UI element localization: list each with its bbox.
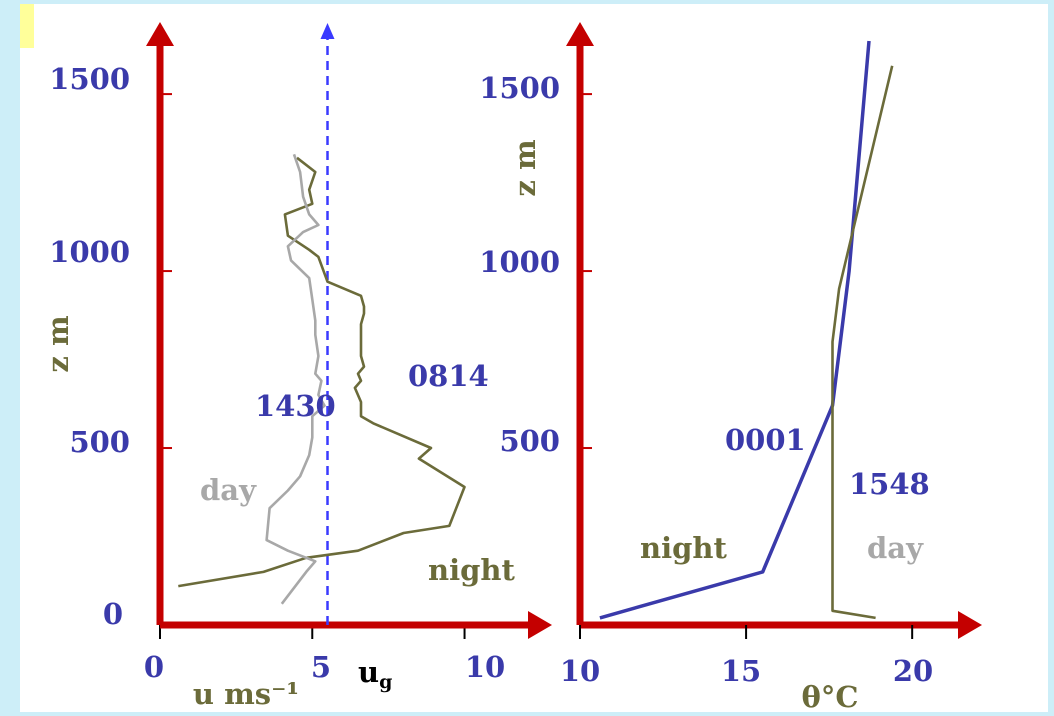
ug-label: ug xyxy=(358,655,392,693)
left-ytick-1000: 1000 xyxy=(49,235,130,269)
left-ytick-1500: 1500 xyxy=(49,62,130,96)
left-xtick-10: 10 xyxy=(465,650,505,684)
series-line-0814 xyxy=(178,156,466,588)
right-day-series-label: 1548 xyxy=(849,467,930,501)
left-ytick-500: 500 xyxy=(69,425,130,459)
series-line-1548 xyxy=(831,65,894,620)
series-line-1430 xyxy=(265,153,326,605)
right-ytick-1500: 1500 xyxy=(479,71,560,105)
figure-panel: 1500 1000 500 0 0 5 10 z m u ms⁻¹ ug 081… xyxy=(20,4,1048,712)
left-night-word: night xyxy=(428,553,515,587)
left-xlabel: u ms⁻¹ xyxy=(193,677,299,711)
left-x-axis-arrow xyxy=(528,611,552,639)
right-ylabel: z m xyxy=(508,139,542,197)
right-xtick-15: 15 xyxy=(721,654,761,688)
right-ytick-1000: 1000 xyxy=(479,245,560,279)
left-night-series-label: 0814 xyxy=(408,359,489,393)
right-xlabel: θ°C xyxy=(802,680,859,712)
corner-tab xyxy=(20,4,34,48)
left-day-series-label: 1430 xyxy=(255,389,336,423)
left-xtick-0: 0 xyxy=(144,650,164,684)
left-series-group xyxy=(178,153,466,605)
ug-reference-arrow xyxy=(320,23,335,39)
left-xtick-5: 5 xyxy=(311,650,331,684)
right-chart: 1500 1000 500 10 15 20 z m θ°C 0001 1548… xyxy=(479,22,982,712)
chart-canvas: 1500 1000 500 0 0 5 10 z m u ms⁻¹ ug 081… xyxy=(41,22,982,712)
left-chart: 1500 1000 500 0 0 5 10 z m u ms⁻¹ ug 081… xyxy=(41,22,552,711)
right-night-series-label: 0001 xyxy=(725,423,806,457)
left-ytick-0: 0 xyxy=(103,597,123,631)
left-day-word: day xyxy=(200,473,257,507)
right-ticks xyxy=(579,93,914,639)
right-night-word: night xyxy=(640,531,727,565)
right-series-group xyxy=(599,40,894,620)
right-ytick-500: 500 xyxy=(499,424,560,458)
right-day-word: day xyxy=(867,531,924,565)
right-xtick-10: 10 xyxy=(560,654,600,688)
right-y-axis-arrow xyxy=(566,22,594,46)
left-ylabel: z m xyxy=(41,315,75,373)
right-x-axis-arrow xyxy=(958,611,982,639)
left-y-axis-arrow xyxy=(146,22,174,46)
left-y-ticks xyxy=(159,93,466,639)
right-xtick-20: 20 xyxy=(893,654,933,688)
